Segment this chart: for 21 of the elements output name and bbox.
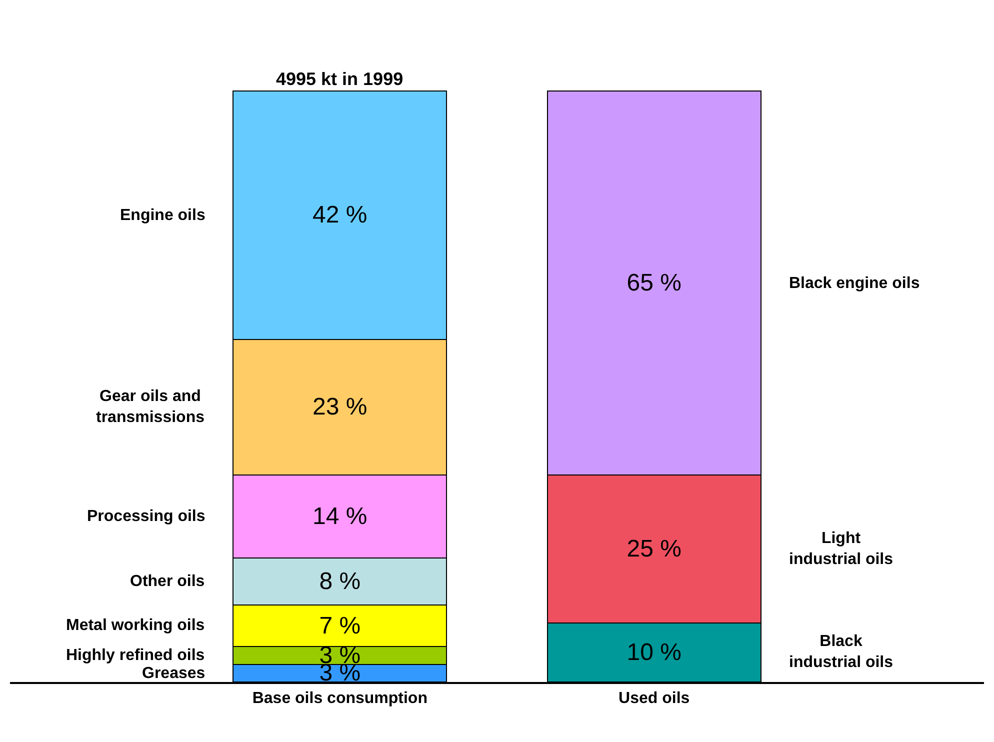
- x-tick-label: Base oils consumption: [252, 690, 428, 708]
- series-label: Gear oils and transmissions: [96, 388, 205, 426]
- data-label: 7 %: [319, 612, 361, 640]
- data-label: 25 %: [626, 536, 682, 563]
- annotation: 4995 kt in 1999: [276, 69, 404, 89]
- x-tick-label: Used oils: [618, 690, 690, 708]
- series-label: Black industrial oils: [789, 633, 894, 671]
- data-label: 10 %: [626, 638, 682, 666]
- data-label: 8 %: [319, 568, 361, 596]
- data-label: 23 %: [312, 394, 368, 421]
- series-label: Metal working oils: [66, 617, 205, 634]
- data-label: 65 %: [626, 270, 682, 297]
- series-label: Light industrial oils: [789, 530, 894, 568]
- series-label: Processing oils: [87, 508, 206, 525]
- series-label: Black engine oils: [789, 275, 920, 292]
- data-label: 42 %: [312, 202, 368, 229]
- series-label: Engine oils: [120, 207, 206, 224]
- series-label: Other oils: [130, 573, 205, 590]
- series-label: Greases: [142, 665, 206, 682]
- data-label: 14 %: [312, 503, 368, 530]
- series-label: Highly refined oils: [66, 647, 205, 664]
